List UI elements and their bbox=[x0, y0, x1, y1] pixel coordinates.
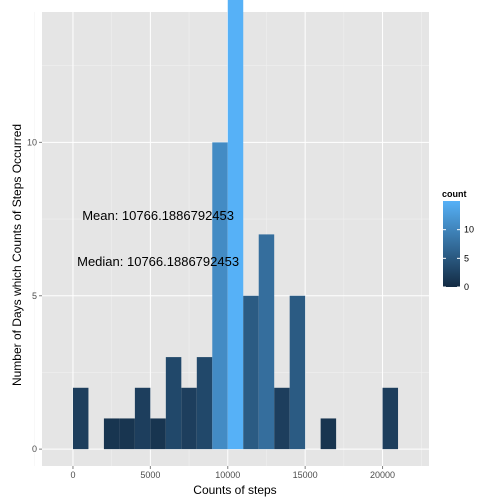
histogram-bar bbox=[289, 295, 306, 450]
y-axis: 0 5 10 bbox=[27, 137, 42, 454]
histogram-bars bbox=[72, 0, 399, 450]
histogram-bar bbox=[181, 387, 197, 450]
x-axis: 0 5000 10000 15000 20000 bbox=[70, 466, 395, 480]
x-tick-label: 0 bbox=[70, 470, 75, 480]
x-tick-label: 15000 bbox=[293, 470, 318, 480]
x-tick-label: 5000 bbox=[140, 470, 160, 480]
histogram-bar bbox=[134, 387, 151, 450]
x-tick-label: 20000 bbox=[370, 470, 395, 480]
histogram-bar bbox=[243, 295, 259, 450]
y-tick-label: 5 bbox=[32, 291, 37, 301]
annotations: Mean: 10766.1886792453 Median: 10766.188… bbox=[77, 208, 239, 269]
histogram-bar bbox=[72, 387, 89, 450]
histogram-bar bbox=[103, 418, 120, 450]
legend-tick-label: 10 bbox=[464, 225, 474, 235]
median-annotation: Median: 10766.1886792453 bbox=[77, 254, 239, 269]
y-axis-title: Number of Days which Counts of Steps Occ… bbox=[10, 124, 24, 386]
legend-tick-label: 0 bbox=[464, 282, 469, 292]
histogram-bar bbox=[150, 418, 166, 450]
legend-tick-label: 5 bbox=[464, 253, 469, 263]
histogram-bar bbox=[227, 0, 244, 450]
histogram-bar bbox=[196, 357, 213, 450]
histogram-bar bbox=[274, 387, 290, 450]
mean-annotation: Mean: 10766.1886792453 bbox=[82, 208, 234, 223]
histogram-bar bbox=[382, 387, 399, 450]
color-legend: count 0 5 10 bbox=[442, 189, 474, 292]
histogram-bar bbox=[258, 234, 275, 450]
legend-ticks: 0 5 10 bbox=[443, 225, 474, 292]
histogram-bar bbox=[119, 418, 135, 450]
histogram-bar bbox=[165, 357, 182, 450]
x-axis-title: Counts of steps bbox=[193, 483, 276, 497]
x-tick-label: 10000 bbox=[215, 470, 240, 480]
legend-colorbar bbox=[443, 201, 460, 287]
histogram-bar bbox=[320, 418, 337, 450]
legend-title: count bbox=[442, 189, 467, 199]
histogram-bar bbox=[212, 142, 228, 450]
y-tick-label: 10 bbox=[27, 137, 37, 147]
y-tick-label: 0 bbox=[32, 444, 37, 454]
